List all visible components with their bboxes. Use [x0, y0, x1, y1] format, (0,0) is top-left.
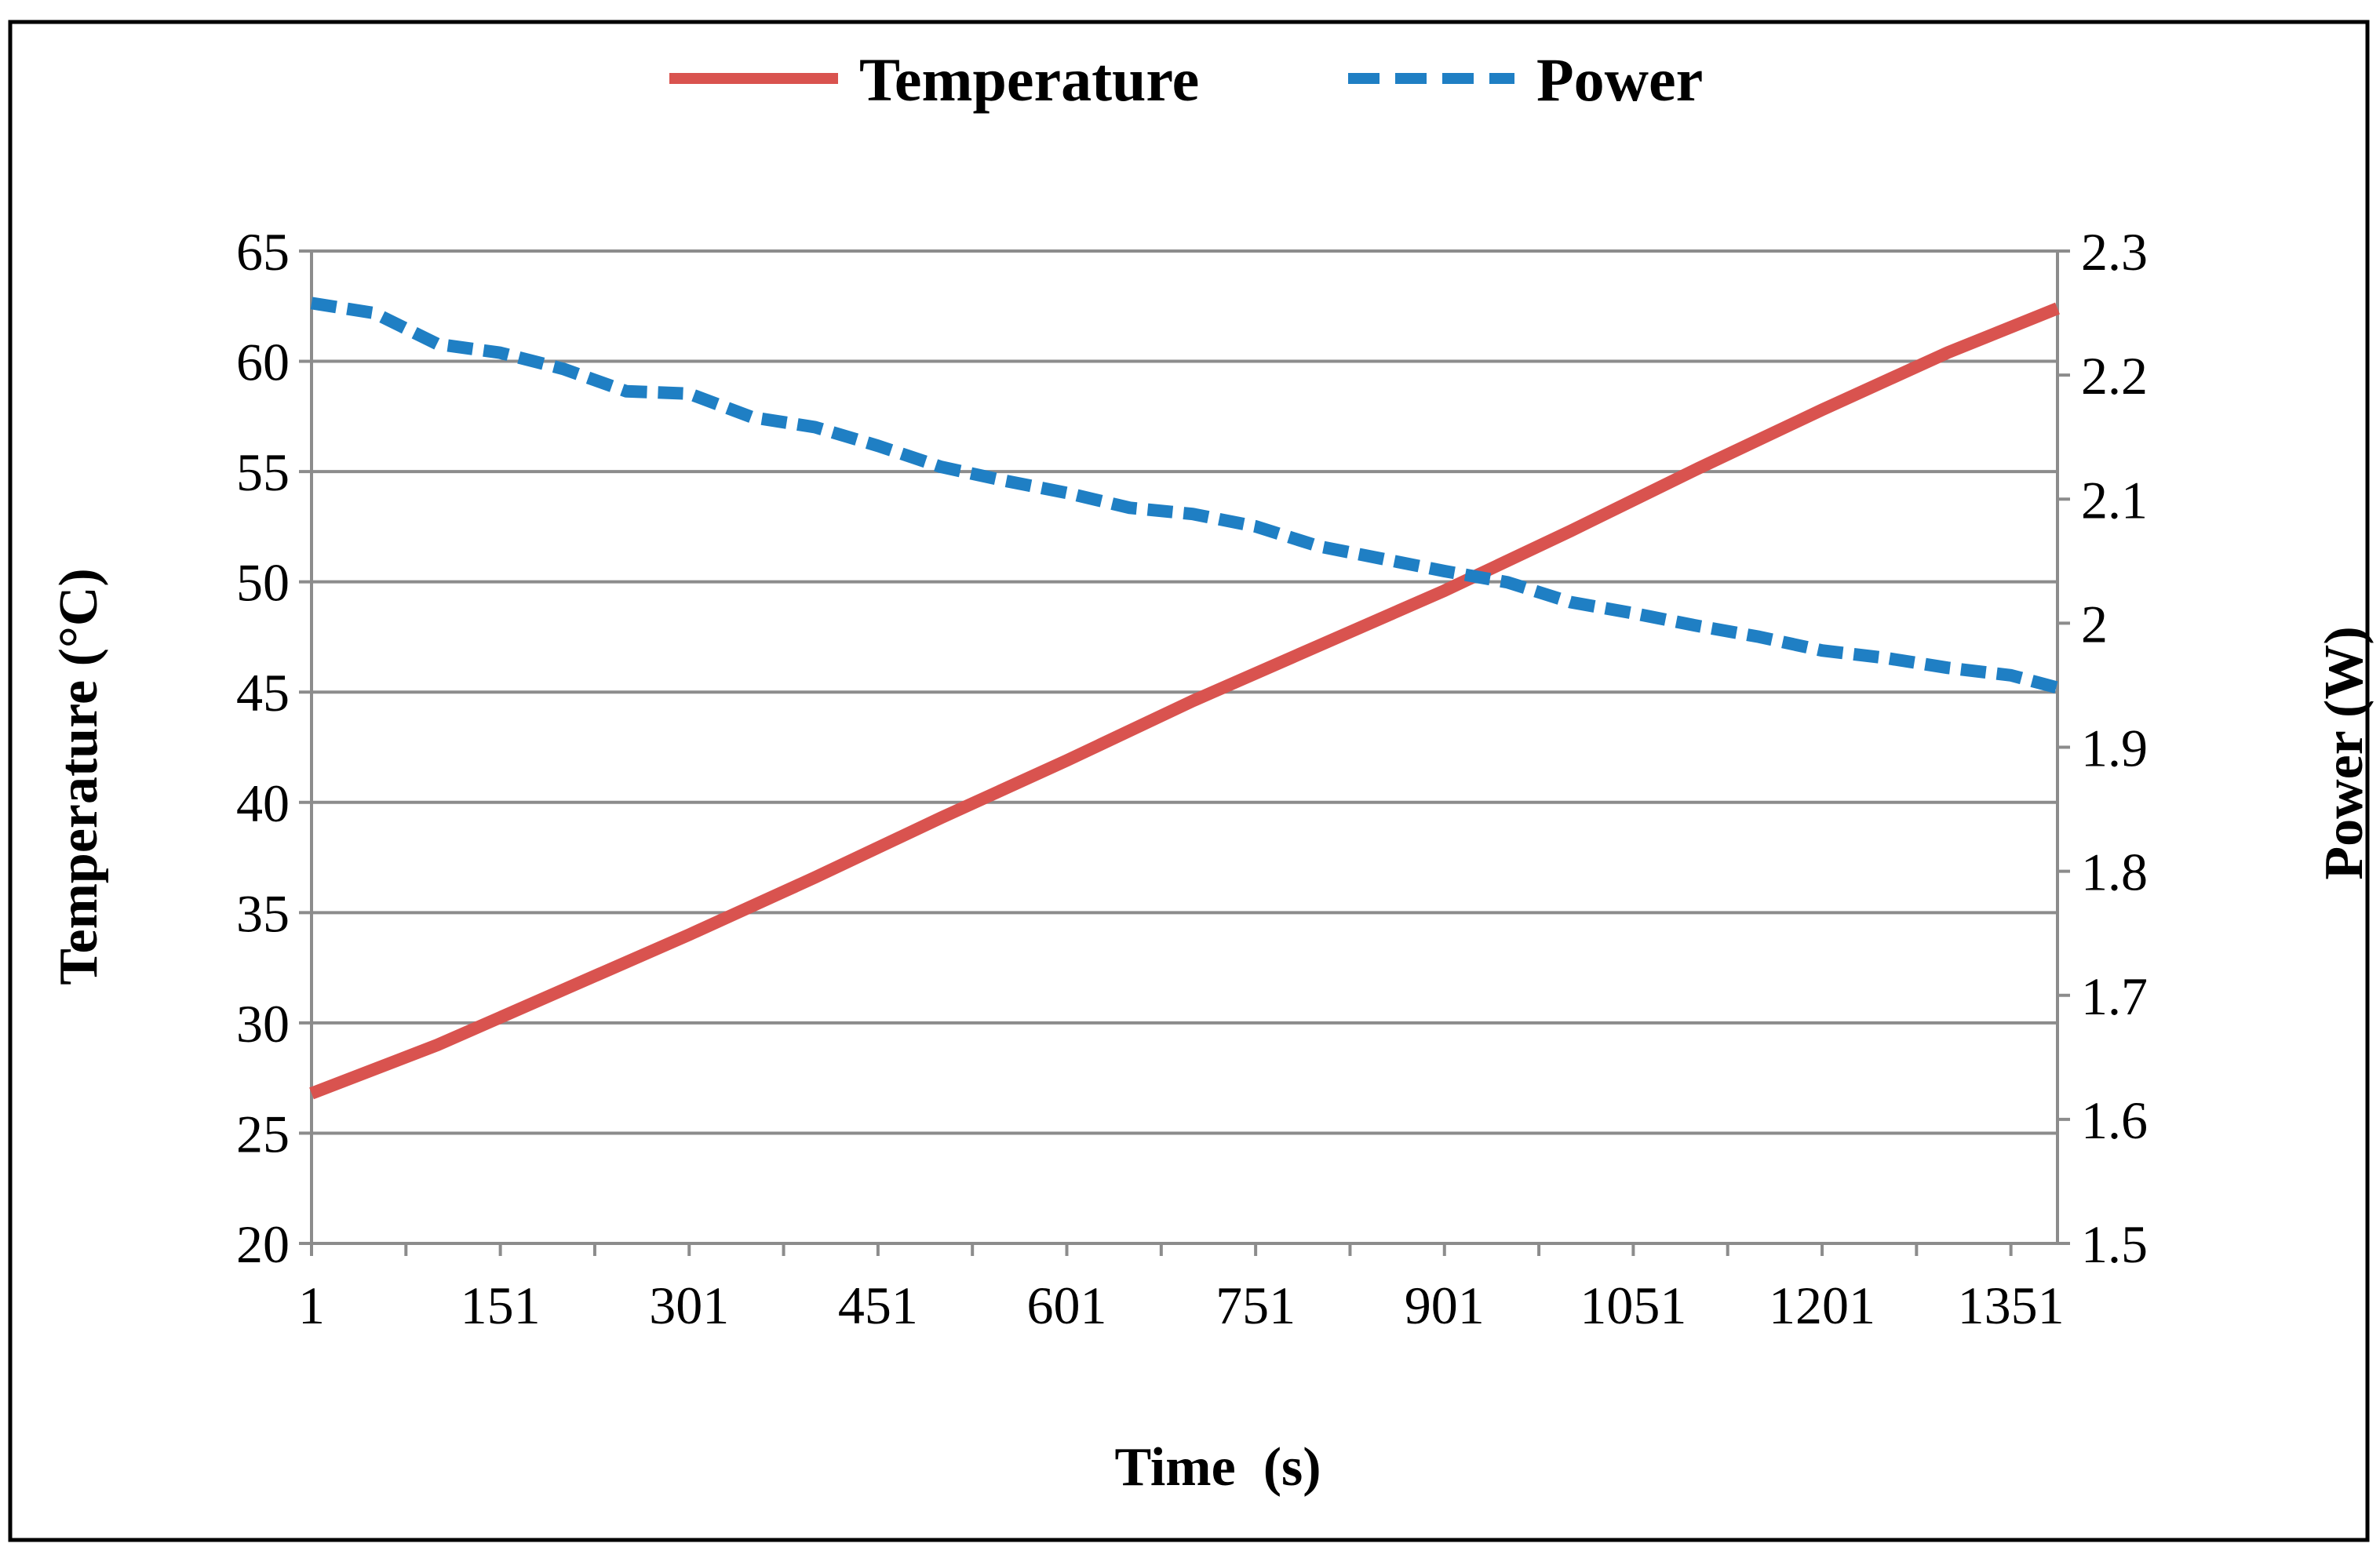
y2-tick-label: 2.1: [2081, 470, 2148, 530]
y2-tick-label: 2.3: [2081, 222, 2148, 282]
y-tick-label: 35: [236, 883, 290, 943]
y-tick-label: 45: [236, 663, 290, 723]
y-axis-title-right: Power (W): [2314, 626, 2375, 879]
y-tick-label: 20: [236, 1214, 290, 1274]
x-axis-title: Time (s): [1114, 1437, 1321, 1498]
legend-label-power: Power: [1536, 46, 1703, 114]
x-tick-label: 1051: [1580, 1276, 1686, 1335]
x-tick-label: 601: [1027, 1276, 1107, 1335]
legend-label-temperature: Temperature: [859, 46, 1199, 114]
y2-tick-label: 1.9: [2081, 719, 2148, 778]
y-tick-label: 25: [236, 1104, 290, 1163]
y-tick-label: 60: [236, 333, 290, 392]
y2-tick-label: 2.2: [2081, 346, 2148, 406]
y2-tick-label: 1.8: [2081, 843, 2148, 902]
x-tick-label: 1: [298, 1276, 325, 1335]
x-tick-label: 151: [461, 1276, 541, 1335]
y2-tick-label: 2: [2081, 594, 2108, 653]
y-tick-label: 65: [236, 222, 290, 282]
x-tick-label: 451: [838, 1276, 918, 1335]
x-tick-label: 1351: [1958, 1276, 2065, 1335]
y-tick-label: 30: [236, 994, 290, 1054]
y-tick-label: 40: [236, 774, 290, 833]
y2-tick-label: 1.5: [2081, 1214, 2148, 1274]
y-axis-title-left: Temperature (°C): [49, 568, 109, 985]
x-tick-label: 1201: [1769, 1276, 1875, 1335]
y-tick-label: 50: [236, 553, 290, 613]
x-tick-label: 751: [1216, 1276, 1296, 1335]
chart: Temperature Power 20 25 30 35 40 45 50 55 60 65 1.…: [0, 0, 2380, 1554]
x-tick-label: 901: [1405, 1276, 1485, 1335]
y-tick-label: 55: [236, 442, 290, 502]
y2-tick-label: 1.6: [2081, 1090, 2148, 1150]
x-tick-label: 301: [649, 1276, 729, 1335]
y2-tick-label: 1.7: [2081, 966, 2148, 1026]
chart-svg: Temperature Power 20 25 30 35 40 45 50 55 60 65 1.…: [0, 0, 2380, 1554]
